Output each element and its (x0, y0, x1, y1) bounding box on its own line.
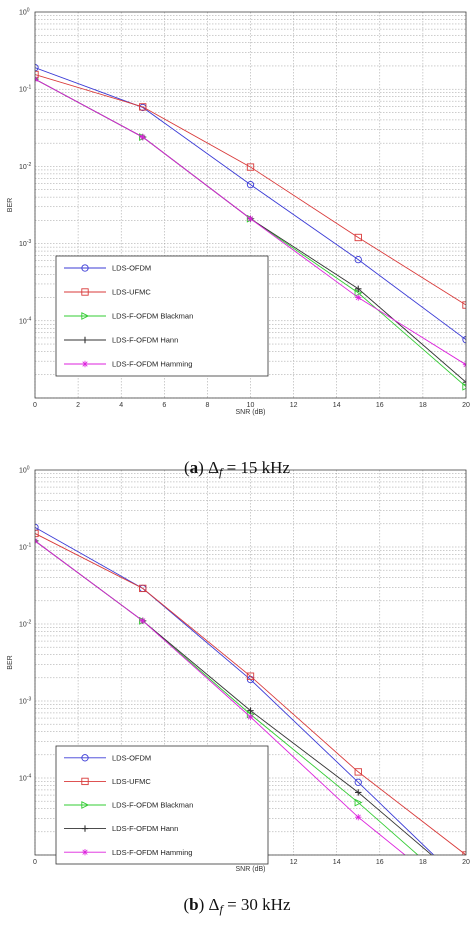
x-tick-label: 14 (333, 402, 341, 409)
legend-marker (81, 312, 90, 320)
legend-marker (81, 754, 89, 762)
y-tick-label: 10-1 (19, 85, 31, 94)
data-point-marker (246, 181, 255, 189)
legend-marker (81, 336, 89, 344)
legend-label: LDS-OFDM (112, 753, 151, 762)
chart-a: 0 2 4 6 8 10 12 14 16 18 20 100 10-1 10-2 10-3 10-4 SNR … (7, 8, 470, 417)
y-tick-label: 10-3 (19, 697, 31, 706)
x-tick-label: 20 (462, 402, 470, 409)
data-point-marker (462, 379, 466, 386)
x-tick-label: 18 (419, 402, 427, 409)
series-group (35, 523, 466, 855)
y-tick-label: 10-3 (19, 239, 31, 248)
y-axis-label: BER (7, 198, 14, 212)
data-point-marker (246, 672, 255, 680)
x-tick-label: 20 (462, 859, 470, 866)
caption-b: (b) Δf = 30 kHz (183, 895, 291, 916)
y-tick-label: 100 (19, 466, 30, 475)
legend-label: LDS-UFMC (112, 288, 151, 297)
data-point-marker (462, 382, 466, 391)
x-tick-label: 14 (333, 859, 341, 866)
x-tick-label: 18 (419, 859, 427, 866)
x-tick-label: 0 (33, 859, 37, 866)
caption-a: (a) Δf = 15 kHz (183, 458, 291, 479)
x-tick-label: 8 (205, 402, 209, 409)
legend-label: LDS-OFDM (112, 264, 151, 273)
data-point-marker (355, 294, 362, 301)
y-tick-label: 10-2 (19, 620, 31, 629)
legend-marker (81, 801, 90, 809)
data-point-marker (354, 798, 363, 807)
legend-label: LDS-F-OFDM Blackman (112, 312, 193, 321)
data-point-marker (354, 768, 362, 776)
legend-marker (81, 825, 89, 832)
data-point-marker (246, 163, 255, 171)
legend-marker (81, 777, 89, 786)
chart-b: 0246810121416182010010-110-210-310-4SNR … (7, 466, 470, 874)
data-point-marker (139, 617, 146, 625)
x-tick-label: 16 (376, 859, 384, 866)
legend-label: LDS-F-OFDM Hann (112, 336, 178, 345)
x-tick-label: 12 (290, 859, 298, 866)
legend-label: LDS-UFMC (112, 777, 151, 786)
legend-label: LDS-F-OFDM Blackman (112, 801, 193, 810)
data-point-marker (354, 778, 362, 786)
data-point-marker (247, 713, 254, 721)
legend-marker (81, 288, 89, 296)
data-point-marker (355, 285, 362, 292)
y-tick-label: 10-1 (19, 543, 31, 552)
y-axis-label: BER (7, 655, 14, 669)
data-point-marker (355, 813, 362, 821)
x-tick-label: 2 (76, 402, 80, 409)
legend-label: LDS-F-OFDM Hann (112, 824, 178, 833)
series-line-lds-ofdm (35, 67, 466, 341)
data-point-marker (247, 707, 254, 714)
y-tick-label: 100 (19, 8, 30, 17)
data-point-marker (354, 255, 362, 264)
series-line-lds-ufmc (35, 533, 466, 855)
data-point-marker (139, 133, 146, 141)
legend-label: LDS-F-OFDM Hamming (112, 848, 192, 857)
plot-frame (34, 11, 467, 399)
y-tick-label: 10-4 (19, 774, 31, 783)
y-tick-label: 10-4 (19, 316, 31, 325)
data-point-marker (355, 789, 362, 796)
series-line-lds-ufmc (35, 74, 466, 306)
x-tick-label: 16 (376, 402, 384, 409)
legend-label: LDS-F-OFDM Hamming (112, 360, 192, 369)
legend-marker (81, 849, 89, 856)
data-point-marker (354, 233, 362, 242)
legend: LDS-OFDM LDS-UFMC LDS-F-OFDM Blackman LDS-F… (55, 745, 269, 865)
series-group (35, 64, 466, 391)
x-tick-label: 0 (33, 402, 37, 409)
y-tick-label: 10-2 (19, 162, 31, 171)
data-point-marker (35, 529, 39, 538)
data-point-marker (139, 103, 147, 111)
x-axis-label: SNR (dB) (236, 866, 266, 873)
x-tick-label: 4 (119, 402, 123, 409)
x-axis-label: SNR (dB) (236, 409, 266, 416)
legend-marker (81, 264, 89, 272)
data-point-marker (35, 64, 39, 72)
x-tick-label: 12 (290, 402, 298, 409)
data-point-marker (139, 584, 147, 593)
data-point-marker (35, 523, 39, 531)
data-point-marker (247, 215, 254, 222)
legend-marker (81, 360, 89, 368)
x-tick-label: 10 (247, 402, 255, 409)
legend: LDS-OFDM LDS-UFMC LDS-F-OFDM Blackman LDS-F… (55, 255, 269, 377)
x-tick-label: 6 (162, 402, 166, 409)
data-point-marker (35, 70, 39, 79)
